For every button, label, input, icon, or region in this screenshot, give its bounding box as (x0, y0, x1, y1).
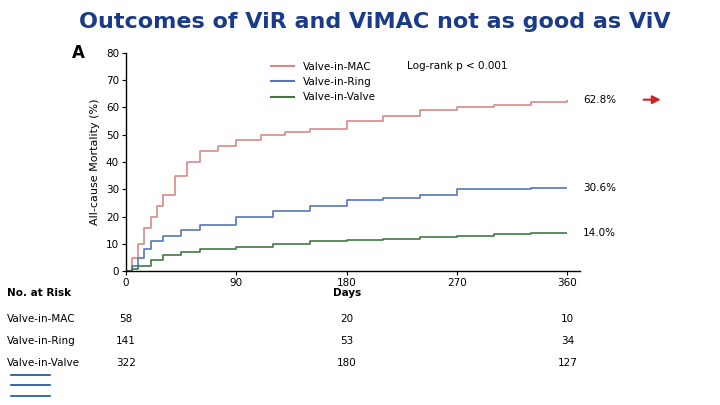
Text: Valve-in-Ring: Valve-in-Ring (7, 336, 76, 346)
Text: Days: Days (333, 288, 361, 298)
Text: 141: 141 (116, 336, 136, 346)
Text: 34: 34 (561, 336, 574, 346)
Text: 62.8%: 62.8% (583, 95, 616, 104)
Text: 180: 180 (337, 358, 356, 369)
Text: No. at Risk: No. at Risk (7, 288, 71, 298)
Text: 127: 127 (557, 358, 577, 369)
Legend: Valve-in-MAC, Valve-in-Ring, Valve-in-Valve: Valve-in-MAC, Valve-in-Ring, Valve-in-Va… (267, 58, 380, 107)
Text: Valve-in-Valve: Valve-in-Valve (7, 358, 80, 369)
Text: 14.0%: 14.0% (583, 228, 616, 238)
Text: 53: 53 (340, 336, 354, 346)
Text: Yoon et al. European Heart Journal 2018.: Yoon et al. European Heart Journal 2018. (76, 377, 302, 387)
Text: 20: 20 (340, 314, 354, 324)
Text: 30.6%: 30.6% (583, 183, 616, 193)
Text: 58: 58 (120, 314, 132, 324)
Text: 322: 322 (116, 358, 136, 369)
Y-axis label: All-cause Mortality (%): All-cause Mortality (%) (91, 99, 100, 225)
Text: 10: 10 (561, 314, 574, 324)
Bar (7, 362, 54, 401)
Text: A: A (71, 44, 84, 62)
Text: Log-rank p < 0.001: Log-rank p < 0.001 (408, 62, 508, 71)
Text: Outcomes of ViR and ViMAC not as good as ViV: Outcomes of ViR and ViMAC not as good as… (78, 12, 670, 32)
Text: Valve-in-MAC: Valve-in-MAC (7, 314, 76, 324)
